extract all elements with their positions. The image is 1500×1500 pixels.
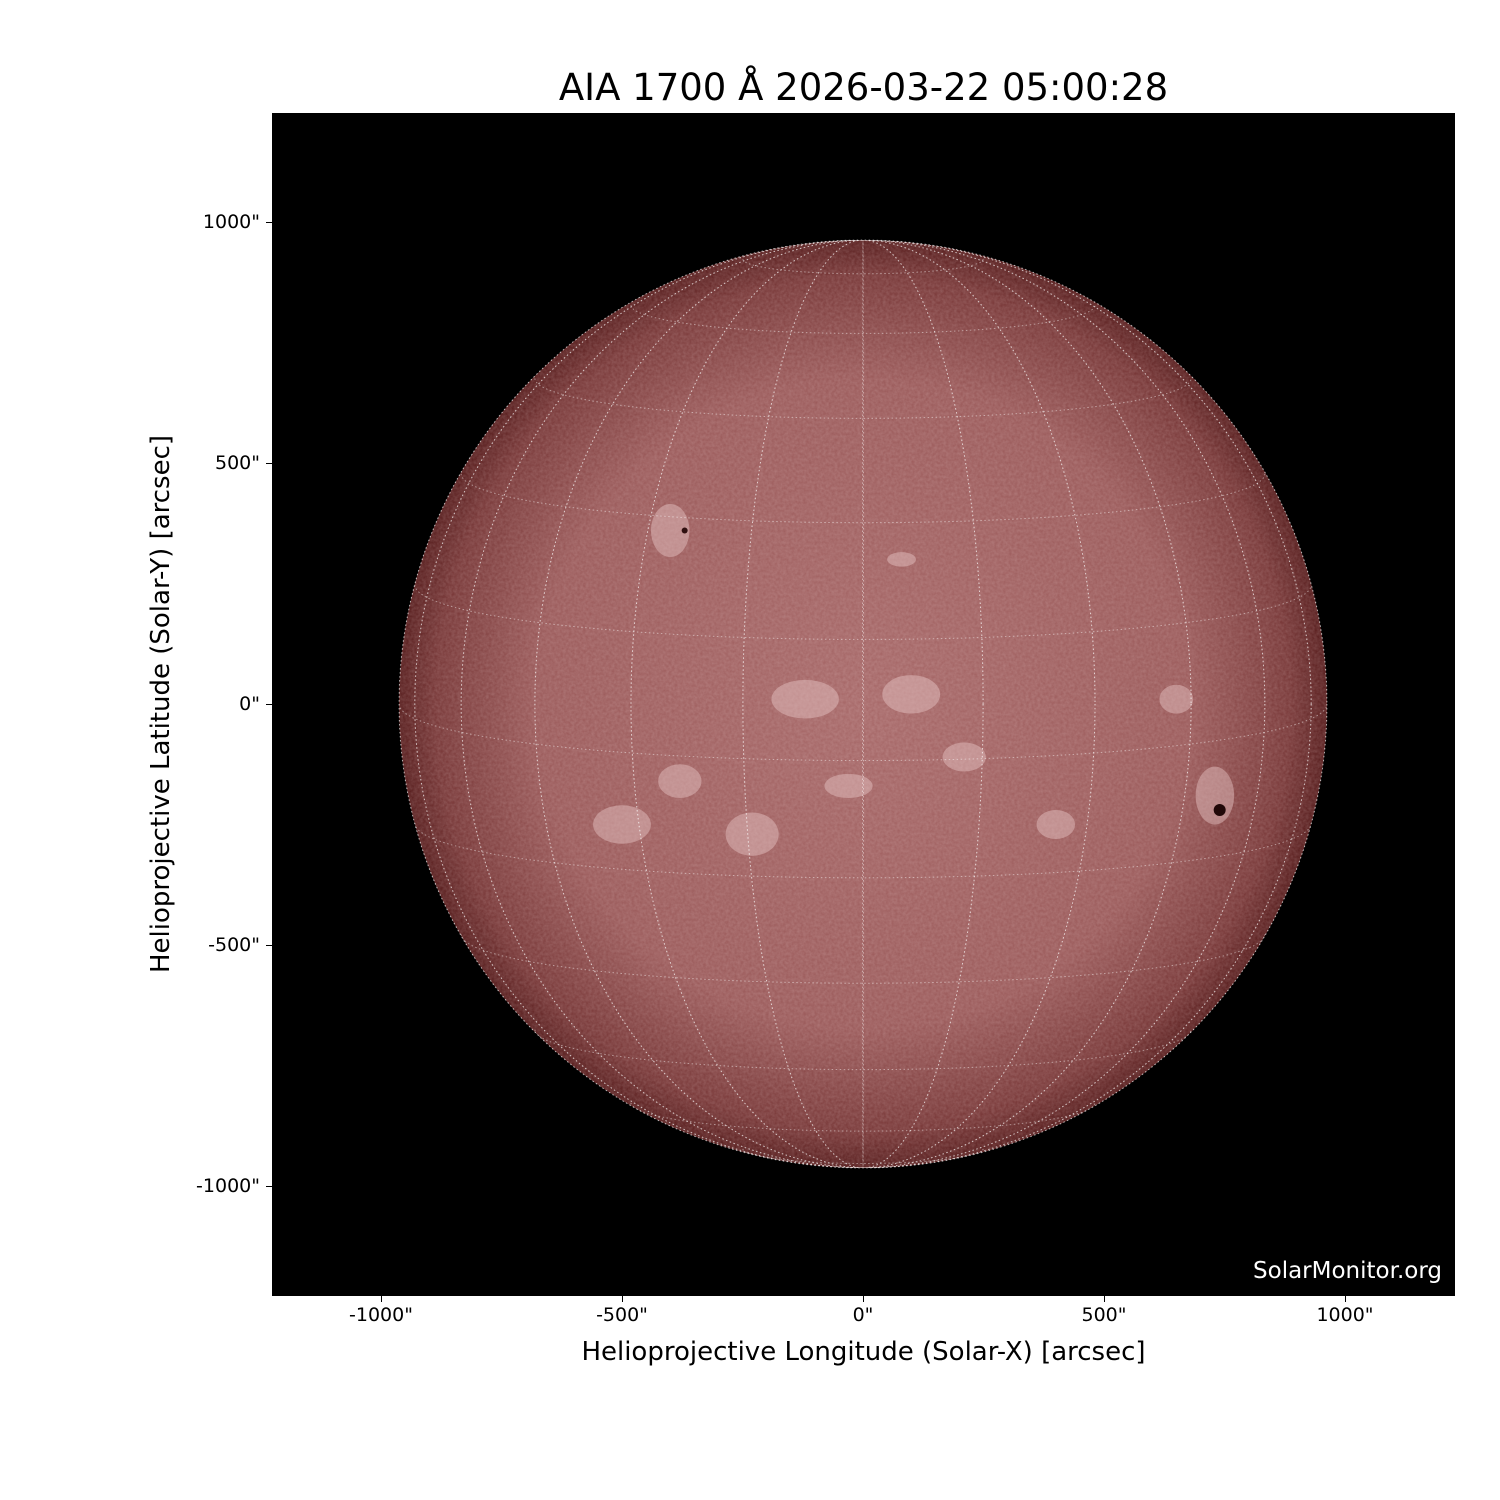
y-tick-mark — [266, 222, 272, 223]
x-tick-mark — [381, 1296, 382, 1302]
x-tick-mark — [622, 1296, 623, 1302]
meridian-line — [460, 240, 1266, 1168]
plage-region — [882, 675, 941, 714]
meridian-line — [534, 240, 1192, 1168]
plage-region — [650, 503, 690, 557]
y-tick-label: -1000" — [196, 1175, 260, 1197]
plot-title: AIA 1700 Å 2026-03-22 05:00:28 — [558, 66, 1169, 109]
y-tick-label: 500" — [214, 452, 260, 474]
x-axis-label: Helioprojective Longitude (Solar-X) [arc… — [581, 1337, 1146, 1367]
y-tick-mark — [266, 1186, 272, 1187]
plage-region — [824, 773, 873, 798]
x-tick-mark — [863, 1296, 864, 1302]
meridian-line — [742, 240, 984, 1168]
latitude-line — [630, 1102, 1096, 1132]
granulation-texture — [399, 240, 1327, 1168]
y-tick-label: 0" — [239, 693, 260, 715]
y-tick-label: -500" — [208, 934, 260, 956]
latitude-line — [534, 1029, 1192, 1071]
plage-region — [1159, 684, 1194, 714]
latitude-line — [414, 823, 1312, 879]
sunspot — [681, 527, 688, 534]
meridian-line — [414, 240, 1312, 1168]
meridian-line — [742, 240, 984, 1168]
plage-region — [658, 764, 702, 798]
plage-region — [771, 679, 839, 719]
y-tick-mark — [266, 463, 272, 464]
meridian-line — [630, 240, 1096, 1168]
limb-line — [398, 239, 1328, 1169]
meridian-line — [534, 240, 1192, 1168]
meridian-line — [414, 240, 1312, 1168]
x-tick-label: -500" — [596, 1304, 648, 1326]
plage-region — [1036, 810, 1076, 839]
meridian-line — [460, 240, 1266, 1168]
x-tick-mark — [1345, 1296, 1346, 1302]
latitude-line — [630, 305, 1096, 334]
x-tick-mark — [1104, 1296, 1105, 1302]
solar-image-axes: SolarMonitor.org — [272, 113, 1455, 1296]
plage-region — [593, 805, 651, 844]
latitude-line — [460, 934, 1266, 984]
latitude-line — [534, 378, 1192, 419]
meridian-line — [630, 240, 1096, 1168]
plage-region — [887, 552, 917, 567]
latitude-line — [460, 473, 1266, 524]
plage-region — [725, 812, 779, 856]
y-axis-label: Helioprojective Latitude (Solar-Y) [arcs… — [146, 434, 176, 974]
x-tick-label: 0" — [852, 1304, 874, 1326]
watermark: SolarMonitor.org — [1253, 1258, 1442, 1284]
y-tick-mark — [266, 945, 272, 946]
meridian-line — [862, 240, 864, 1168]
y-tick-mark — [266, 704, 272, 705]
coordinate-grid — [399, 240, 1327, 1168]
x-tick-label: -1000" — [349, 1304, 413, 1326]
sunspot — [1213, 804, 1226, 817]
solar-disk-image — [398, 239, 1328, 1169]
latitude-line — [399, 703, 1327, 762]
plage-region — [942, 742, 986, 772]
y-tick-label: 1000" — [202, 211, 260, 233]
plage-region — [1195, 766, 1235, 825]
x-tick-label: 500" — [1081, 1304, 1127, 1326]
x-tick-label: 1000" — [1316, 1304, 1374, 1326]
latitude-line — [414, 584, 1312, 640]
